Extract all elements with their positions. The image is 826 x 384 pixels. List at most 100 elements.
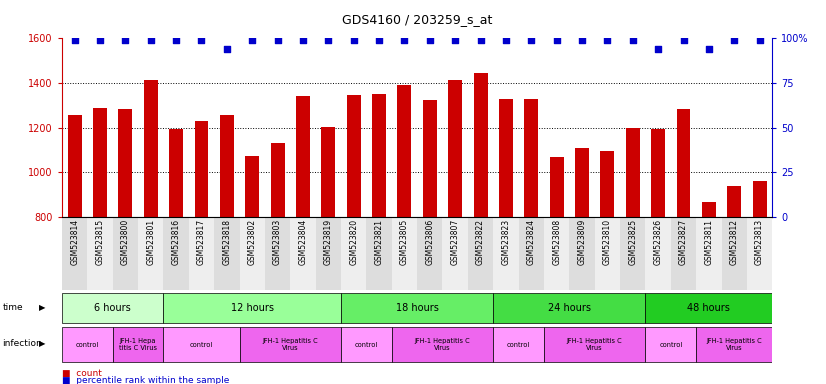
Point	[576, 37, 589, 43]
Text: GSM523826: GSM523826	[653, 219, 662, 265]
Text: 18 hours: 18 hours	[396, 303, 439, 313]
Text: GSM523820: GSM523820	[349, 219, 358, 265]
Text: ■  percentile rank within the sample: ■ percentile rank within the sample	[62, 376, 230, 384]
Bar	[645, 217, 671, 290]
Bar	[194, 121, 208, 217]
Bar	[423, 100, 437, 217]
Bar	[525, 99, 539, 217]
Point	[423, 37, 436, 43]
Text: GSM523811: GSM523811	[705, 219, 714, 265]
Bar	[164, 217, 189, 290]
Bar	[544, 328, 645, 362]
Bar	[620, 217, 645, 290]
Bar	[62, 328, 112, 362]
Text: 12 hours: 12 hours	[230, 303, 273, 313]
Point	[271, 37, 284, 43]
Bar	[702, 202, 716, 217]
Text: GSM523821: GSM523821	[374, 219, 383, 265]
Text: GSM523824: GSM523824	[527, 219, 536, 265]
Text: 24 hours: 24 hours	[548, 303, 591, 313]
Text: control: control	[507, 342, 530, 348]
Bar	[265, 217, 290, 290]
Bar	[118, 109, 132, 217]
Text: GDS4160 / 203259_s_at: GDS4160 / 203259_s_at	[342, 13, 492, 26]
Text: 48 hours: 48 hours	[687, 303, 730, 313]
Bar	[443, 217, 468, 290]
Text: GSM523817: GSM523817	[197, 219, 206, 265]
Bar	[341, 328, 392, 362]
Bar	[321, 127, 335, 217]
Text: GSM523819: GSM523819	[324, 219, 333, 265]
Bar	[651, 129, 665, 217]
Bar	[138, 217, 164, 290]
Bar	[290, 217, 316, 290]
Text: control: control	[76, 342, 99, 348]
Point	[373, 37, 386, 43]
Text: control: control	[190, 342, 213, 348]
Bar	[88, 217, 112, 290]
Bar	[271, 143, 285, 217]
Bar	[214, 217, 240, 290]
Text: GSM523812: GSM523812	[729, 219, 738, 265]
Text: GSM523816: GSM523816	[172, 219, 181, 265]
Bar	[752, 181, 767, 217]
Bar	[493, 217, 519, 290]
Bar	[245, 156, 259, 217]
Bar	[316, 217, 341, 290]
Bar	[341, 217, 367, 290]
Text: infection: infection	[2, 339, 42, 348]
Bar	[392, 328, 493, 362]
Point	[550, 37, 563, 43]
Point	[245, 37, 259, 43]
Bar	[473, 73, 487, 217]
Bar	[747, 217, 772, 290]
Text: GSM523807: GSM523807	[451, 219, 460, 265]
Point	[144, 37, 157, 43]
Bar	[645, 293, 772, 323]
Bar	[112, 328, 164, 362]
Point	[702, 46, 715, 52]
Point	[626, 37, 639, 43]
Text: JFH-1 Hepatitis C
Virus: JFH-1 Hepatitis C Virus	[706, 338, 762, 351]
Bar	[341, 293, 493, 323]
Bar	[169, 129, 183, 217]
Point	[398, 37, 411, 43]
Text: JFH-1 Hepatitis C
Virus: JFH-1 Hepatitis C Virus	[415, 338, 470, 351]
Text: GSM523805: GSM523805	[400, 219, 409, 265]
Point	[169, 37, 183, 43]
Bar	[493, 328, 544, 362]
Bar	[595, 217, 620, 290]
Text: GSM523822: GSM523822	[476, 219, 485, 265]
Bar	[62, 217, 88, 290]
Text: ■  count: ■ count	[62, 369, 102, 378]
Bar	[468, 217, 493, 290]
Bar	[696, 217, 722, 290]
Bar	[93, 108, 107, 217]
Text: GSM523803: GSM523803	[273, 219, 282, 265]
Text: GSM523813: GSM523813	[755, 219, 764, 265]
Bar	[449, 80, 463, 217]
Point	[93, 37, 107, 43]
Text: JFH-1 Hepa
titis C Virus: JFH-1 Hepa titis C Virus	[119, 338, 157, 351]
Bar	[397, 85, 411, 217]
Bar	[722, 217, 747, 290]
Bar	[189, 217, 214, 290]
Point	[221, 46, 234, 52]
Bar	[164, 293, 341, 323]
Text: GSM523814: GSM523814	[70, 219, 79, 265]
Bar	[544, 217, 569, 290]
Bar	[499, 99, 513, 217]
Bar	[62, 293, 164, 323]
Point	[753, 37, 767, 43]
Text: ▶: ▶	[39, 339, 45, 348]
Text: JFH-1 Hepatitis C
Virus: JFH-1 Hepatitis C Virus	[567, 338, 623, 351]
Text: GSM523808: GSM523808	[552, 219, 561, 265]
Bar	[696, 328, 772, 362]
Bar	[626, 127, 640, 217]
Bar	[164, 328, 240, 362]
Text: control: control	[354, 342, 378, 348]
Bar	[392, 217, 417, 290]
Bar	[727, 186, 741, 217]
Point	[499, 37, 512, 43]
Bar	[68, 116, 82, 217]
